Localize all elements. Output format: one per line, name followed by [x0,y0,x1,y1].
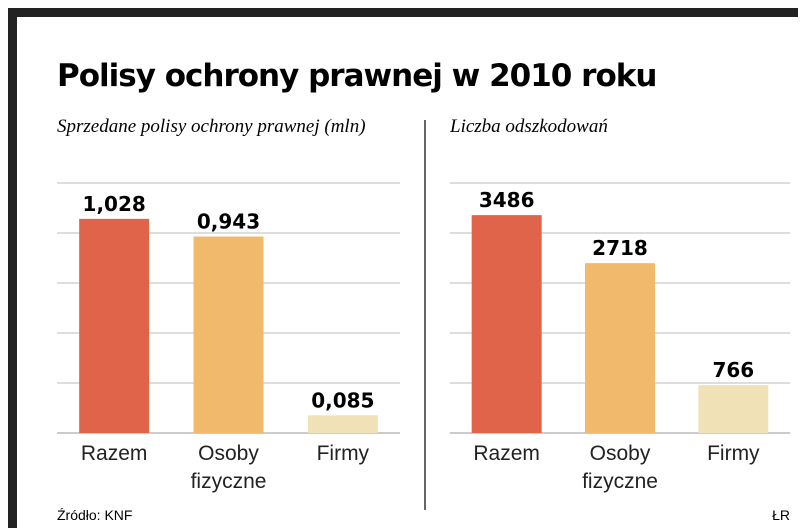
value-label: 766 [712,358,754,382]
x-tick-label: Osoby fizyczne [582,442,658,493]
category-box: Firmy [316,442,370,465]
category-box: Osoby fizyczne [582,442,658,493]
subtitle-box: Liczba odszkodowań [450,116,608,137]
bar [585,263,655,433]
frame-top [8,8,798,17]
subtitle: Liczba odszkodowań [450,116,608,137]
category-box: Osoby fizyczne [190,442,267,493]
value-label: 0,085 [311,388,374,412]
subtitle-box: Sprzedane polisy ochrony prawnej (mln) [57,116,366,137]
credit: ŁR [772,507,790,523]
value-label: 1,028 [83,192,146,216]
x-tick-label: Razem [80,442,148,465]
category-box: Firmy [707,442,760,465]
source: Źródło: KNF [57,507,132,523]
category-box: Razem [80,442,148,465]
x-tick-label: Osoby fizyczne [190,442,267,493]
x-tick-label: Firmy [707,442,760,465]
bar [471,215,542,433]
value-label: 0,943 [197,210,260,234]
x-tick-label: Firmy [316,442,370,465]
bar [307,415,378,433]
value-label: 3486 [479,188,535,212]
x-tick-label: Razem [473,442,540,465]
bar [79,218,150,433]
page-title: Polisy ochrony prawnej w 2010 roku [57,58,656,94]
bar [698,385,769,433]
bar [193,236,264,433]
frame-left [8,8,17,528]
value-label: 2718 [592,236,648,260]
category-box: Razem [473,442,540,465]
subtitle: Sprzedane polisy ochrony prawnej (mln) [57,116,366,137]
